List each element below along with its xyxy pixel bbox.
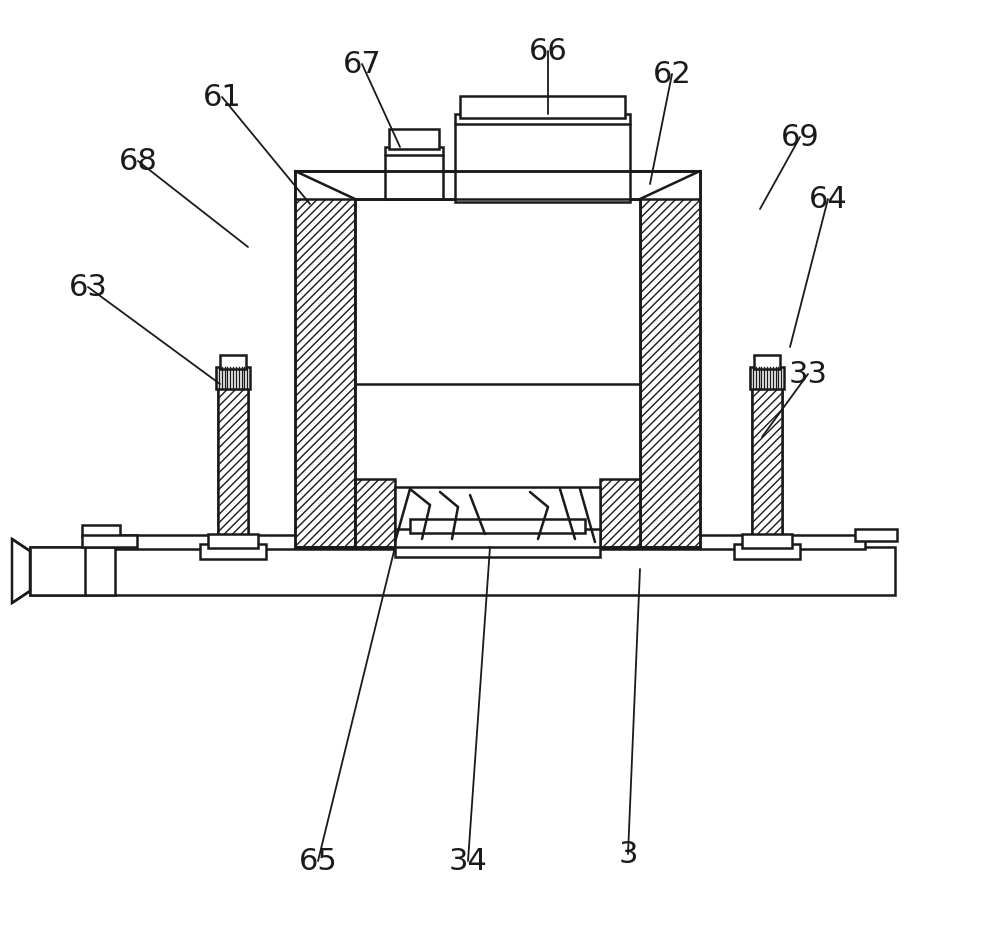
Bar [82,535,137,548]
Bar [295,172,700,200]
Text: 61: 61 [203,83,241,112]
Text: 34: 34 [449,847,487,876]
Bar [455,115,630,203]
Polygon shape [12,539,30,603]
Text: 69: 69 [781,124,819,152]
Bar [734,545,800,560]
Bar [640,172,700,548]
Bar [220,356,246,370]
Bar [855,530,897,542]
Text: 62: 62 [653,60,691,90]
Text: 68: 68 [119,147,157,177]
Bar [218,388,248,548]
Bar [460,97,625,119]
Bar [218,388,248,548]
Bar [752,388,782,548]
Bar [355,200,640,548]
Text: 63: 63 [69,273,107,302]
Bar [200,545,266,560]
Bar [395,530,600,557]
Bar [85,548,895,596]
Bar [742,534,792,548]
Text: 66: 66 [529,38,567,66]
Bar [754,356,780,370]
Bar [395,487,600,545]
Bar [208,534,258,548]
Polygon shape [30,548,85,596]
Bar [295,172,355,548]
Bar [410,519,585,533]
Text: 67: 67 [343,50,381,79]
Bar [750,367,784,390]
Bar [389,130,439,150]
Bar [600,480,640,548]
Bar [355,480,395,548]
Bar [115,535,865,549]
Bar [30,548,115,596]
Text: 3: 3 [618,839,638,868]
Bar [385,148,443,200]
Bar [752,388,782,548]
Text: 65: 65 [299,847,337,876]
Text: 33: 33 [788,360,828,389]
Bar [216,367,250,390]
Bar [82,526,120,537]
Text: 64: 64 [809,185,847,214]
